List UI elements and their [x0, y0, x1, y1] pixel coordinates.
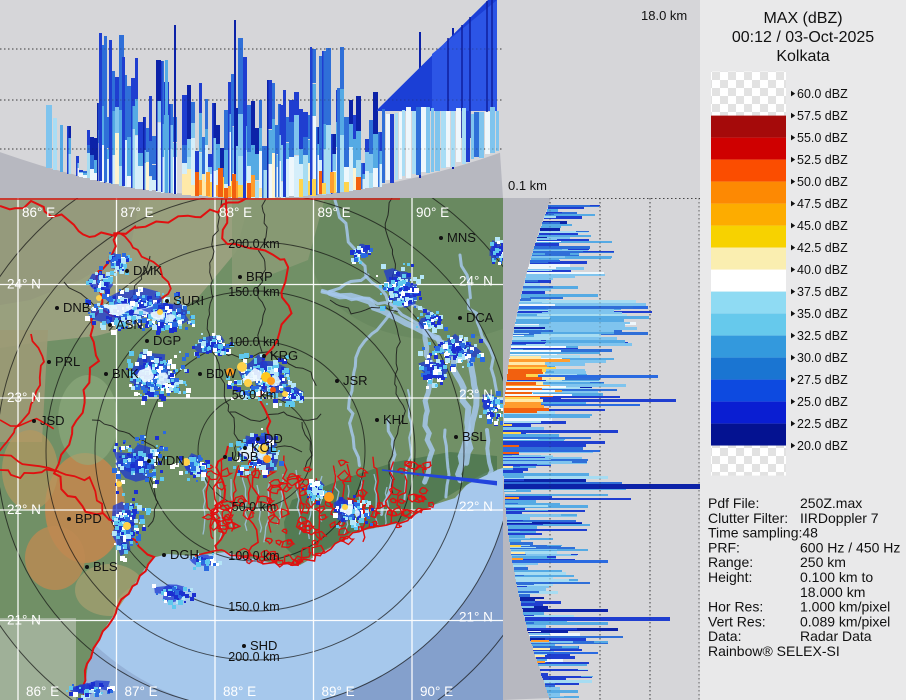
svg-text:BSL: BSL	[462, 429, 487, 444]
svg-text:250Z.max: 250Z.max	[800, 495, 862, 511]
svg-text:42.5 dBZ: 42.5 dBZ	[797, 241, 848, 255]
svg-text:200.0 km: 200.0 km	[228, 650, 279, 664]
svg-text:00:12 / 03-Oct-2025: 00:12 / 03-Oct-2025	[732, 29, 874, 46]
svg-text:DCA: DCA	[466, 310, 494, 325]
svg-text:90° E: 90° E	[420, 684, 453, 699]
svg-text:Data:: Data:	[708, 628, 741, 644]
svg-text:22.5 dBZ: 22.5 dBZ	[797, 417, 848, 431]
svg-text:KHL: KHL	[383, 412, 408, 427]
svg-text:Time sampling:48: Time sampling:48	[708, 525, 818, 541]
svg-text:21° N: 21° N	[7, 613, 41, 628]
svg-text:Height:: Height:	[708, 569, 752, 585]
svg-text:88° E: 88° E	[223, 684, 256, 699]
svg-text:BLS: BLS	[93, 559, 118, 574]
svg-text:89° E: 89° E	[318, 205, 351, 220]
svg-text:87° E: 87° E	[125, 684, 158, 699]
svg-text:Range:: Range:	[708, 554, 753, 570]
svg-text:DD: DD	[264, 431, 283, 446]
svg-text:Radar Data: Radar Data	[800, 628, 872, 644]
svg-text:BRP: BRP	[246, 269, 273, 284]
svg-text:35.0 dBZ: 35.0 dBZ	[797, 307, 848, 321]
svg-text:86° E: 86° E	[22, 205, 55, 220]
svg-text:25.0 dBZ: 25.0 dBZ	[797, 395, 848, 409]
svg-text:150.0 km: 150.0 km	[228, 285, 279, 299]
svg-text:21° N: 21° N	[459, 610, 493, 625]
svg-text:BDW: BDW	[206, 366, 237, 381]
svg-text:50.0 km: 50.0 km	[232, 388, 276, 402]
svg-text:IIRDoppler 7: IIRDoppler 7	[800, 510, 879, 526]
svg-text:18.0 km: 18.0 km	[641, 8, 687, 23]
svg-text:200.0 km: 200.0 km	[228, 237, 279, 251]
svg-text:Clutter Filter:: Clutter Filter:	[708, 510, 788, 526]
svg-text:22° N: 22° N	[7, 502, 41, 517]
svg-text:50.0 dBZ: 50.0 dBZ	[797, 175, 848, 189]
svg-text:ASN: ASN	[116, 317, 143, 332]
svg-text:30.0 dBZ: 30.0 dBZ	[797, 351, 848, 365]
svg-text:UDB: UDB	[231, 449, 258, 464]
svg-text:PRF:: PRF:	[708, 539, 740, 555]
svg-text:KRG: KRG	[270, 348, 298, 363]
svg-text:DGH: DGH	[170, 547, 199, 562]
svg-text:BPD: BPD	[75, 511, 102, 526]
svg-text:23° N: 23° N	[459, 387, 493, 402]
svg-text:27.5 dBZ: 27.5 dBZ	[797, 373, 848, 387]
svg-text:SURI: SURI	[173, 293, 204, 308]
svg-text:1.000 km/pixel: 1.000 km/pixel	[800, 599, 890, 615]
svg-text:100.0 km: 100.0 km	[228, 335, 279, 349]
svg-text:0.1 km: 0.1 km	[508, 178, 547, 193]
svg-text:88° E: 88° E	[219, 205, 252, 220]
svg-text:0.100 km to: 0.100 km to	[800, 569, 873, 585]
svg-text:24° N: 24° N	[459, 274, 493, 289]
svg-text:PRL: PRL	[55, 354, 80, 369]
svg-text:Rainbow® SELEX-SI: Rainbow® SELEX-SI	[708, 643, 840, 659]
svg-text:86° E: 86° E	[26, 684, 59, 699]
svg-text:18.000 km: 18.000 km	[800, 584, 865, 600]
svg-text:MAX (dBZ): MAX (dBZ)	[763, 10, 842, 27]
svg-text:52.5 dBZ: 52.5 dBZ	[797, 153, 848, 167]
svg-text:MDN: MDN	[155, 453, 185, 468]
svg-text:DGP: DGP	[153, 333, 181, 348]
svg-text:47.5 dBZ: 47.5 dBZ	[797, 197, 848, 211]
svg-text:Kolkata: Kolkata	[776, 48, 829, 65]
svg-text:60.0 dBZ: 60.0 dBZ	[797, 87, 848, 101]
svg-text:JSR: JSR	[343, 373, 368, 388]
svg-text:24° N: 24° N	[7, 277, 41, 292]
svg-text:Pdf File:: Pdf File:	[708, 495, 759, 511]
svg-text:KOL: KOL	[251, 440, 277, 455]
svg-text:MNS: MNS	[447, 230, 476, 245]
svg-text:600 Hz / 450 Hz: 600 Hz / 450 Hz	[800, 539, 900, 555]
svg-text:89° E: 89° E	[322, 684, 355, 699]
svg-text:50.0 km: 50.0 km	[232, 500, 276, 514]
svg-text:90° E: 90° E	[416, 205, 449, 220]
svg-text:55.0 dBZ: 55.0 dBZ	[797, 131, 848, 145]
svg-text:Hor Res:: Hor Res:	[708, 599, 763, 615]
svg-text:SHD: SHD	[250, 638, 277, 653]
svg-text:87° E: 87° E	[121, 205, 154, 220]
svg-text:150.0 km: 150.0 km	[228, 600, 279, 614]
svg-text:250 km: 250 km	[800, 554, 846, 570]
svg-text:JSD: JSD	[40, 413, 65, 428]
svg-text:40.0 dBZ: 40.0 dBZ	[797, 263, 848, 277]
svg-text:32.5 dBZ: 32.5 dBZ	[797, 329, 848, 343]
svg-text:37.5 dBZ: 37.5 dBZ	[797, 285, 848, 299]
svg-text:45.0 dBZ: 45.0 dBZ	[797, 219, 848, 233]
svg-text:20.0 dBZ: 20.0 dBZ	[797, 439, 848, 453]
svg-text:Vert Res:: Vert Res:	[708, 613, 766, 629]
svg-text:DNB: DNB	[63, 300, 90, 315]
svg-text:BNK: BNK	[112, 366, 139, 381]
svg-text:DMK: DMK	[133, 263, 162, 278]
svg-text:57.5 dBZ: 57.5 dBZ	[797, 109, 848, 123]
svg-text:23° N: 23° N	[7, 390, 41, 405]
svg-text:100.0 km: 100.0 km	[228, 549, 279, 563]
svg-text:22° N: 22° N	[459, 499, 493, 514]
svg-text:0.089 km/pixel: 0.089 km/pixel	[800, 613, 890, 629]
